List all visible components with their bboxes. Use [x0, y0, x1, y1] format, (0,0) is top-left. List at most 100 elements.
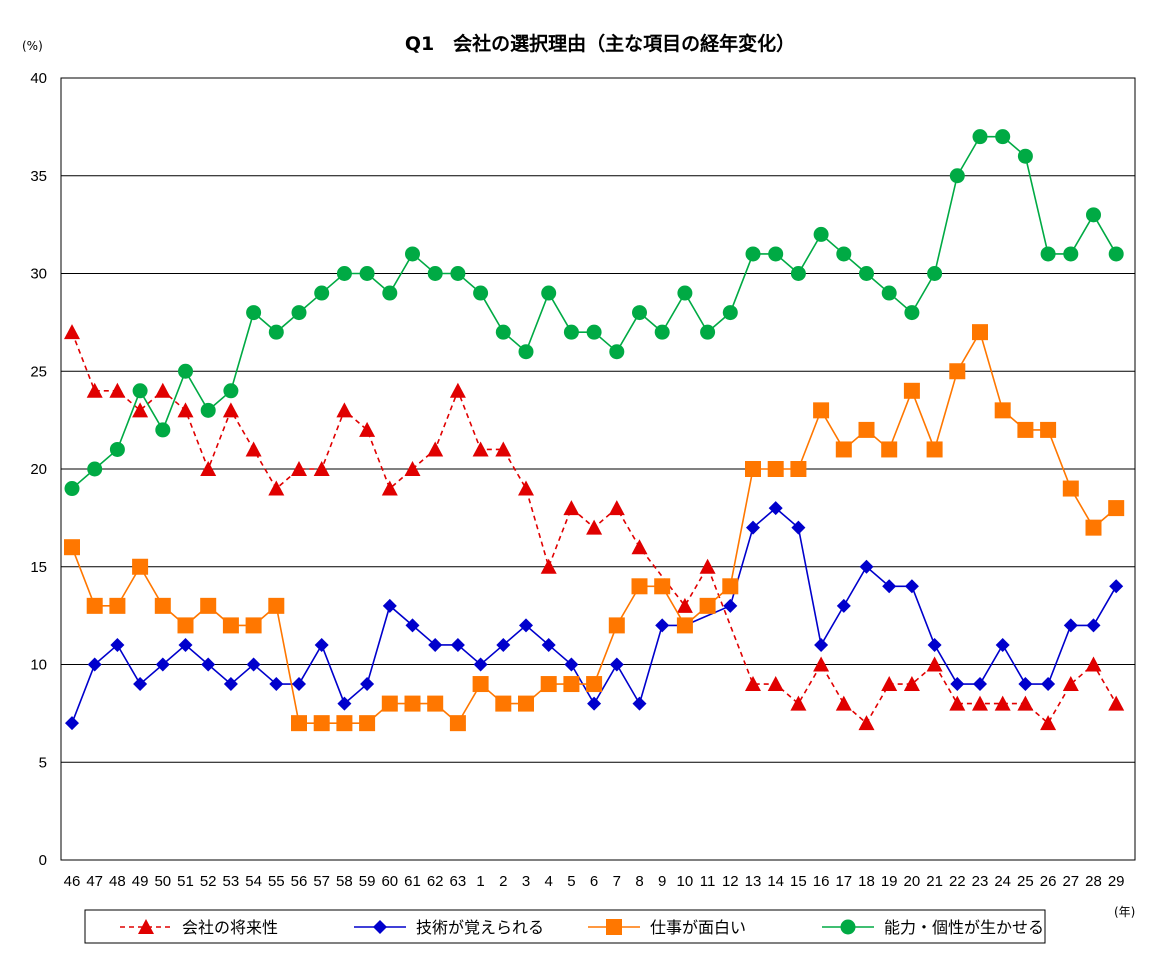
data-point: [927, 266, 943, 281]
data-point: [86, 382, 103, 398]
x-tick-label: 22: [949, 873, 966, 890]
data-point: [291, 305, 307, 321]
data-point: [700, 324, 716, 340]
data-point: [428, 637, 443, 652]
data-point: [814, 637, 829, 652]
data-point: [64, 324, 80, 340]
data-point: [178, 637, 193, 652]
series-2: [65, 501, 1124, 731]
data-point: [699, 558, 716, 574]
data-point: [563, 324, 579, 340]
series-4: [64, 129, 1124, 497]
data-point: [768, 501, 783, 516]
data-point: [699, 597, 716, 614]
data-point: [676, 597, 693, 613]
data-point: [360, 677, 375, 692]
x-tick-label: 10: [677, 873, 694, 890]
data-point: [427, 266, 443, 281]
data-point: [1017, 695, 1034, 711]
data-point: [632, 305, 647, 321]
data-point: [745, 676, 761, 692]
data-point: [245, 617, 262, 634]
x-tick-label: 46: [64, 873, 81, 890]
data-point: [858, 715, 875, 731]
data-point: [1086, 207, 1101, 223]
data-point: [973, 677, 987, 692]
data-point: [1062, 480, 1079, 497]
x-tick-label: 54: [245, 873, 262, 890]
x-axis-ticks: 46 47 48 49 50 51 52 53 54 55 56 57 58 59 60 61 62 63 1 2 3 4…: [64, 873, 1125, 890]
legend: 会社の将来性 技術が覚えられる 仕事が面白い 能力・個性が生かせる: [84, 909, 1046, 944]
data-point: [813, 226, 829, 242]
data-point: [995, 129, 1011, 145]
plot-area: [60, 77, 1136, 861]
data-point: [1041, 677, 1056, 692]
data-point: [1062, 676, 1079, 692]
data-point: [519, 618, 533, 633]
x-tick-label: 7: [613, 873, 621, 890]
data-point: [64, 481, 80, 497]
data-point: [404, 695, 421, 712]
y-tick-label: 10: [30, 657, 47, 674]
data-point: [790, 695, 807, 711]
data-point: [154, 597, 171, 614]
data-point: [222, 402, 239, 418]
x-tick-label: 8: [635, 873, 643, 890]
y-tick-label: 30: [30, 266, 47, 283]
data-point: [746, 520, 760, 535]
data-point: [473, 657, 488, 672]
x-tick-label: 16: [813, 873, 830, 890]
legend-label: 会社の将来性: [182, 918, 278, 937]
data-point: [336, 402, 353, 418]
data-point: [65, 716, 79, 731]
x-tick-label: 49: [132, 873, 149, 890]
series-3: [64, 324, 1125, 732]
series-line: [71, 135, 1117, 490]
data-point: [609, 657, 624, 672]
data-point: [790, 266, 806, 281]
x-tick-label: 59: [359, 873, 376, 890]
x-tick-label: 18: [858, 873, 875, 890]
data-point: [972, 129, 988, 145]
data-point: [677, 285, 693, 301]
data-point: [1085, 656, 1102, 672]
data-point: [518, 695, 534, 712]
series-line: [71, 331, 1117, 725]
data-point: [336, 715, 353, 732]
data-point: [563, 500, 580, 516]
data-point: [177, 402, 194, 418]
x-tick-label: 21: [926, 873, 943, 890]
x-tick-label: 6: [590, 873, 598, 890]
data-point: [722, 305, 738, 321]
legend-label: 仕事が面白い: [650, 918, 746, 937]
data-point: [1018, 677, 1033, 692]
data-point: [745, 461, 761, 477]
data-point: [1040, 246, 1056, 262]
data-point: [541, 285, 557, 301]
x-tick-label: 51: [177, 873, 194, 890]
data-point: [972, 695, 988, 711]
data-point: [903, 676, 920, 692]
x-tick-label: 28: [1085, 873, 1102, 890]
data-point: [133, 677, 148, 692]
data-point: [563, 676, 580, 693]
data-point: [881, 285, 897, 301]
y-tick-label: 0: [39, 852, 47, 869]
data-point: [608, 617, 625, 634]
data-point: [540, 558, 557, 574]
data-point: [608, 500, 625, 516]
data-point: [1040, 421, 1057, 438]
data-point: [882, 579, 897, 594]
y-tick-label: 15: [30, 559, 47, 576]
data-point: [881, 441, 898, 458]
data-point: [767, 676, 784, 692]
data-point: [903, 382, 920, 399]
data-point: [586, 676, 603, 693]
data-point: [200, 402, 216, 418]
data-point: [1040, 715, 1057, 731]
data-point: [268, 324, 284, 340]
data-point: [449, 715, 466, 732]
data-point: [473, 285, 489, 301]
data-point: [246, 657, 261, 672]
